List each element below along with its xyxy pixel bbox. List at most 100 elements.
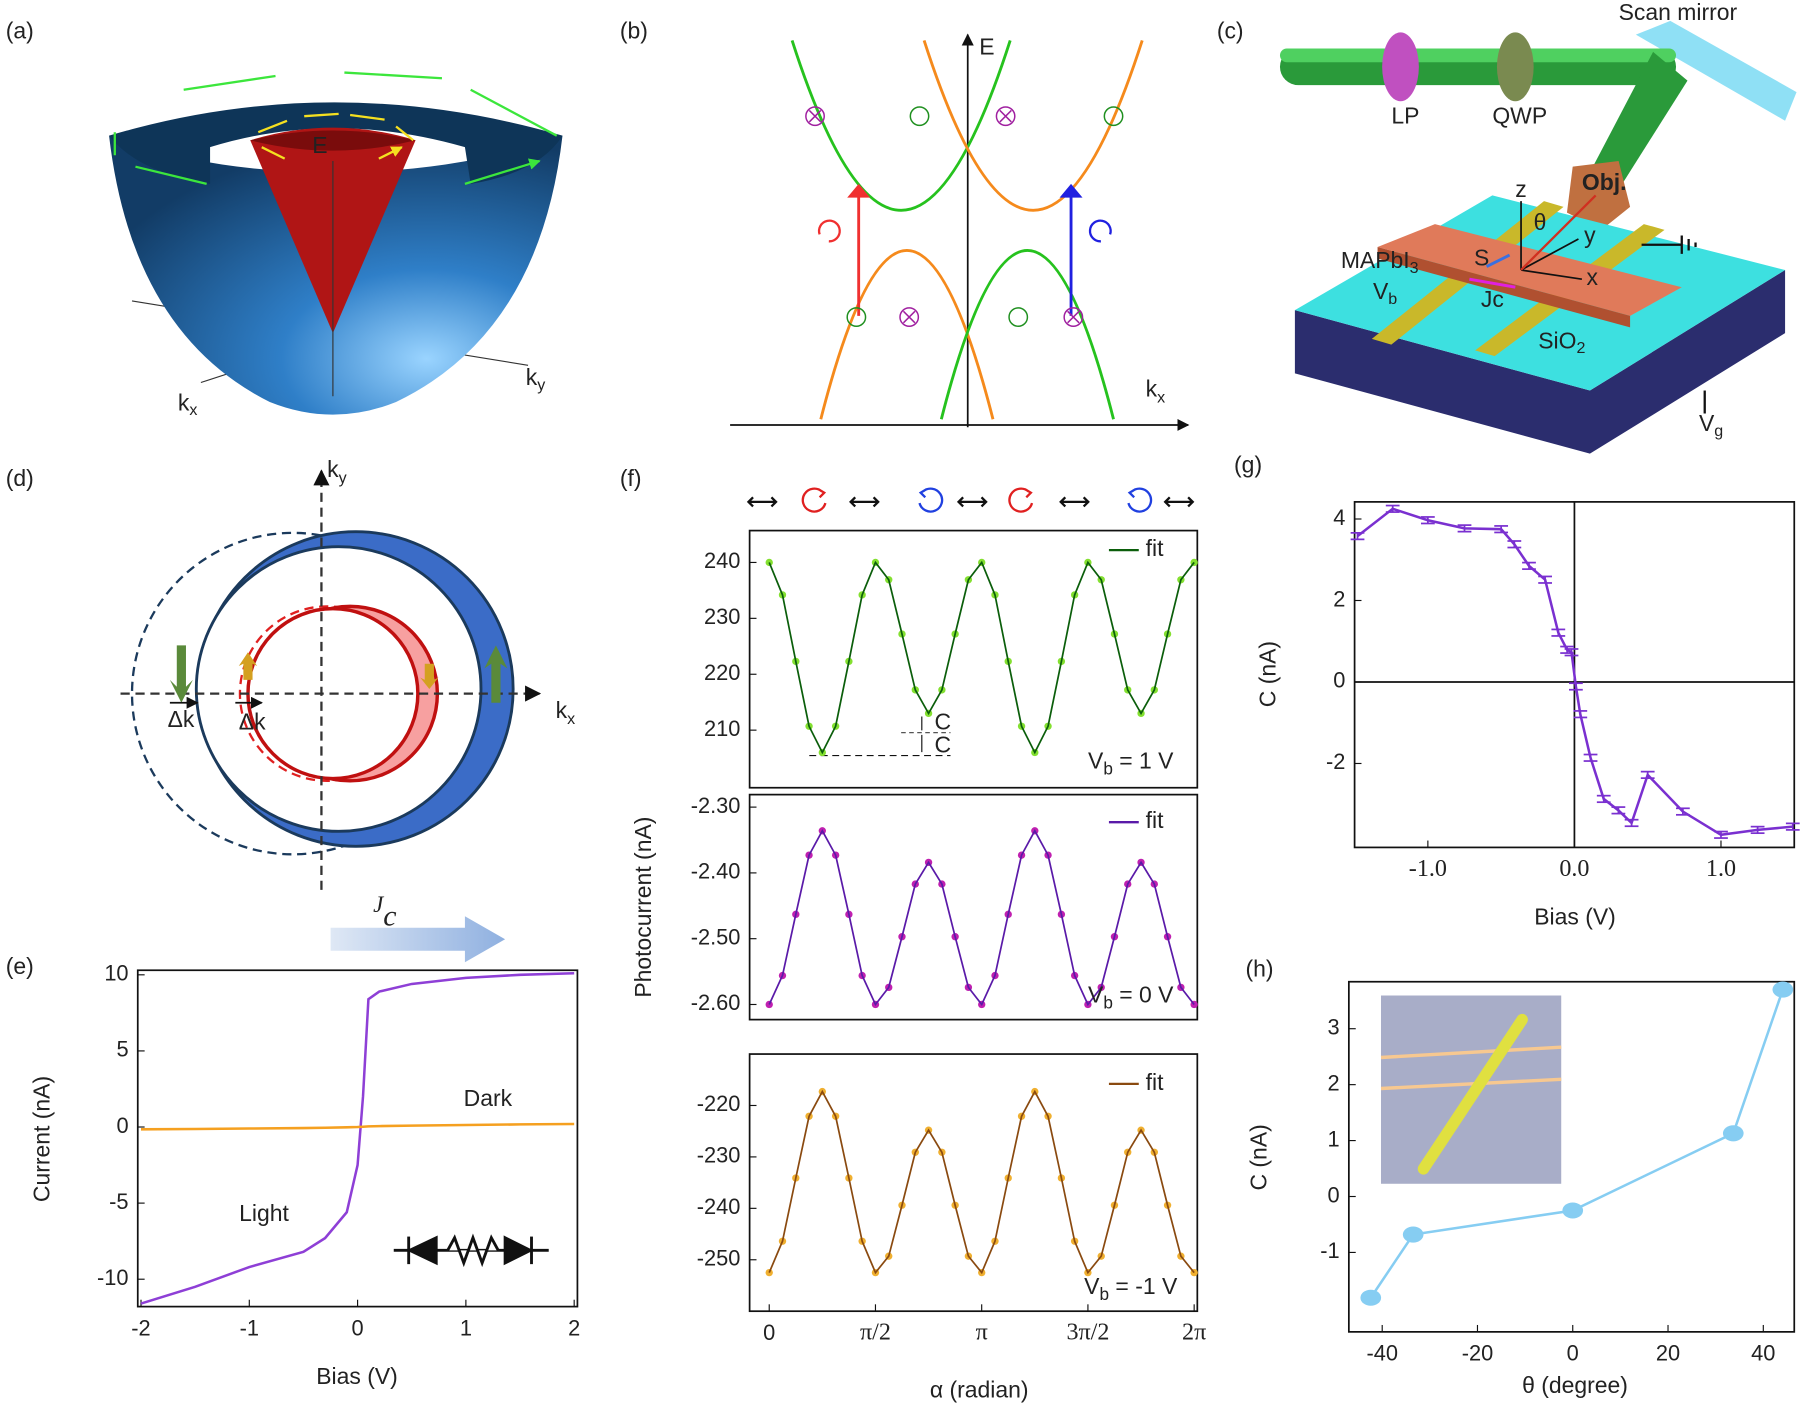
x-axis-label: Bias (V) <box>1534 904 1616 930</box>
circular-icon <box>801 487 827 513</box>
data-marker <box>1722 1125 1744 1142</box>
error-bar <box>1573 710 1588 719</box>
annotation-rest: = 0 V <box>1113 982 1174 1008</box>
label-main: k <box>526 364 538 390</box>
linear-icon <box>1163 496 1195 508</box>
axis-label: kx <box>178 389 198 419</box>
panel-label: (a) <box>6 17 34 43</box>
label-main: J <box>373 892 385 917</box>
y-tick-label: 210 <box>704 716 740 741</box>
y-tick-label: -1 <box>1320 1238 1339 1263</box>
spin-marker <box>902 310 916 324</box>
label-sub: y <box>537 376 545 394</box>
diagram-c: Scan mirror LP QWP Obj. MAPbI3 Vb Jc SiO… <box>1279 0 1797 454</box>
error-bar <box>1714 830 1728 839</box>
current-arrow <box>1469 277 1516 289</box>
gap-indicator <box>809 716 951 757</box>
label: MAPbI3 <box>1341 247 1419 277</box>
spin-arrow <box>169 645 193 703</box>
y-tick-label: 4 <box>1333 505 1345 530</box>
laser-beam-highlight <box>1279 48 1677 63</box>
error-bar <box>1538 575 1553 584</box>
annotation-main: V <box>1088 748 1104 774</box>
y-tick-label: -250 <box>697 1246 741 1271</box>
arrowhead <box>847 183 871 198</box>
series-line <box>140 972 575 1305</box>
x-tick-label: 0.0 <box>1559 856 1589 882</box>
spin-marker <box>808 109 822 123</box>
spin-marker <box>999 109 1012 123</box>
spin-marker <box>995 106 1016 127</box>
y-tick-label: -2.60 <box>691 990 741 1015</box>
error-bar <box>1583 753 1598 762</box>
gap-label: C <box>934 709 951 735</box>
label: SiO2 <box>1538 327 1585 357</box>
panel-label: (g) <box>1234 451 1262 477</box>
series-line <box>768 1089 1195 1275</box>
band-curve <box>939 249 1115 420</box>
label-main: k <box>178 389 190 415</box>
x-tick-label: -1 <box>240 1315 259 1340</box>
circular-icon <box>1008 487 1034 513</box>
y-tick-label: -220 <box>697 1091 741 1116</box>
panel-label: (e) <box>6 953 34 979</box>
error-bar <box>1564 648 1579 657</box>
error-bar <box>1611 806 1626 815</box>
bowl-rim <box>109 102 563 184</box>
label: LP <box>1391 102 1419 128</box>
circular-icon <box>918 487 944 513</box>
x-tick-label: -1.0 <box>1409 856 1447 882</box>
label-sub: g <box>1714 422 1723 440</box>
error-bar <box>1457 524 1472 533</box>
panel-label: (d) <box>6 465 34 491</box>
current-arrow <box>330 916 506 963</box>
label: Jc <box>1481 286 1504 312</box>
label: x <box>1586 264 1598 290</box>
arrowhead <box>1059 183 1083 198</box>
label: y <box>1584 222 1596 248</box>
linear-icon <box>849 496 880 508</box>
label-main: SiO <box>1538 327 1576 353</box>
error-bar <box>1522 561 1536 570</box>
legend-label: fit <box>1146 807 1164 833</box>
error-bar <box>1640 770 1655 780</box>
y-tick-label: -10 <box>97 1265 129 1290</box>
spin-marker <box>1063 307 1084 327</box>
data-marker <box>1360 1289 1382 1306</box>
nanowire <box>1377 224 1682 316</box>
label-sub: b <box>1388 290 1397 308</box>
annotation-sub: b <box>1099 1284 1109 1304</box>
spin-marker <box>1103 106 1124 127</box>
spin-marker <box>846 307 867 327</box>
data-marker <box>1562 1202 1584 1219</box>
label-sub: x <box>1157 389 1165 407</box>
error-bar <box>1750 825 1765 835</box>
x-axis-label: Bias (V) <box>316 1363 398 1389</box>
x-axis-label: θ (degree) <box>1522 1372 1628 1398</box>
annotation-main: V <box>1088 982 1104 1008</box>
series-label: Dark <box>464 1085 513 1111</box>
x-tick-label: 0 <box>763 1320 775 1345</box>
y-tick-label: 240 <box>704 548 740 573</box>
linear-icon <box>956 496 988 508</box>
annotation-main: V <box>1084 1273 1100 1299</box>
diode <box>406 1235 534 1266</box>
y-tick-label: 10 <box>104 961 128 986</box>
error-bar <box>1624 818 1639 828</box>
waveplate <box>1496 32 1534 102</box>
circular-icon <box>1127 487 1153 513</box>
legend-label: fit <box>1146 1069 1164 1095</box>
label-main: MAPbI <box>1341 247 1410 273</box>
label-sub: y <box>339 469 347 487</box>
label: θ <box>1534 209 1547 235</box>
annotation-sub: b <box>1103 992 1113 1012</box>
y-tick-label: 0 <box>1333 668 1345 693</box>
y-tick-label: -230 <box>697 1143 741 1168</box>
substrate <box>1294 269 1786 454</box>
resistor <box>446 1233 500 1268</box>
beam-direction <box>1520 194 1597 271</box>
legend-label: fit <box>1146 535 1164 561</box>
label: Jc <box>373 892 396 932</box>
band-curve <box>819 249 995 420</box>
plot-frame <box>748 793 1199 1021</box>
